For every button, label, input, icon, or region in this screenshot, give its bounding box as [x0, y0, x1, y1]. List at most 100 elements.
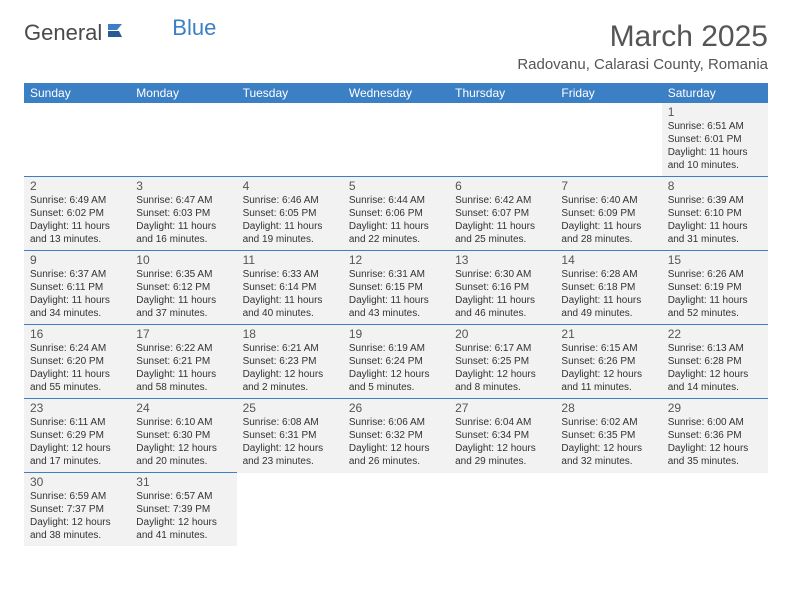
- day-header: Thursday: [449, 83, 555, 103]
- day-number: 3: [136, 179, 230, 193]
- calendar-cell: [130, 103, 236, 177]
- sunset-line: Sunset: 6:28 PM: [668, 355, 762, 368]
- flag-icon: [106, 22, 128, 45]
- sunrise-line: Sunrise: 6:15 AM: [561, 342, 655, 355]
- daylight-minutes-line: and 40 minutes.: [243, 307, 337, 320]
- calendar-cell: 7Sunrise: 6:40 AMSunset: 6:09 PMDaylight…: [555, 177, 661, 251]
- daylight-line: Daylight: 12 hours: [349, 442, 443, 455]
- sunrise-line: Sunrise: 6:51 AM: [668, 120, 762, 133]
- sunset-line: Sunset: 6:31 PM: [243, 429, 337, 442]
- sunset-line: Sunset: 6:18 PM: [561, 281, 655, 294]
- sunrise-line: Sunrise: 6:02 AM: [561, 416, 655, 429]
- logo-text-blue: Blue: [172, 15, 216, 41]
- sunset-line: Sunset: 6:35 PM: [561, 429, 655, 442]
- daylight-line: Daylight: 11 hours: [30, 220, 124, 233]
- daylight-minutes-line: and 17 minutes.: [30, 455, 124, 468]
- sunrise-line: Sunrise: 6:06 AM: [349, 416, 443, 429]
- sunrise-line: Sunrise: 6:30 AM: [455, 268, 549, 281]
- day-number: 16: [30, 327, 124, 341]
- day-number: 13: [455, 253, 549, 267]
- calendar-cell: [237, 103, 343, 177]
- calendar-cell: 3Sunrise: 6:47 AMSunset: 6:03 PMDaylight…: [130, 177, 236, 251]
- daylight-line: Daylight: 11 hours: [561, 294, 655, 307]
- daylight-minutes-line: and 29 minutes.: [455, 455, 549, 468]
- sunset-line: Sunset: 6:02 PM: [30, 207, 124, 220]
- sunrise-line: Sunrise: 6:11 AM: [30, 416, 124, 429]
- sunrise-line: Sunrise: 6:40 AM: [561, 194, 655, 207]
- day-number: 14: [561, 253, 655, 267]
- day-number: 10: [136, 253, 230, 267]
- daylight-minutes-line: and 52 minutes.: [668, 307, 762, 320]
- sunset-line: Sunset: 7:39 PM: [136, 503, 230, 516]
- sunrise-line: Sunrise: 6:35 AM: [136, 268, 230, 281]
- daylight-line: Daylight: 11 hours: [136, 220, 230, 233]
- daylight-minutes-line: and 23 minutes.: [243, 455, 337, 468]
- sunrise-line: Sunrise: 6:22 AM: [136, 342, 230, 355]
- day-number: 23: [30, 401, 124, 415]
- sunrise-line: Sunrise: 6:24 AM: [30, 342, 124, 355]
- calendar-cell: [555, 473, 661, 547]
- daylight-minutes-line: and 35 minutes.: [668, 455, 762, 468]
- sunrise-line: Sunrise: 6:57 AM: [136, 490, 230, 503]
- day-header: Wednesday: [343, 83, 449, 103]
- day-number: 20: [455, 327, 549, 341]
- daylight-line: Daylight: 12 hours: [349, 368, 443, 381]
- calendar-cell: 11Sunrise: 6:33 AMSunset: 6:14 PMDayligh…: [237, 251, 343, 325]
- calendar-cell: 2Sunrise: 6:49 AMSunset: 6:02 PMDaylight…: [24, 177, 130, 251]
- sunset-line: Sunset: 6:32 PM: [349, 429, 443, 442]
- sunrise-line: Sunrise: 6:13 AM: [668, 342, 762, 355]
- sunrise-line: Sunrise: 6:31 AM: [349, 268, 443, 281]
- daylight-line: Daylight: 12 hours: [136, 516, 230, 529]
- day-number: 4: [243, 179, 337, 193]
- day-number: 21: [561, 327, 655, 341]
- daylight-line: Daylight: 11 hours: [668, 294, 762, 307]
- sunset-line: Sunset: 6:05 PM: [243, 207, 337, 220]
- sunrise-line: Sunrise: 6:00 AM: [668, 416, 762, 429]
- calendar-cell: 17Sunrise: 6:22 AMSunset: 6:21 PMDayligh…: [130, 325, 236, 399]
- calendar-cell: 31Sunrise: 6:57 AMSunset: 7:39 PMDayligh…: [130, 473, 236, 547]
- daylight-line: Daylight: 11 hours: [455, 220, 549, 233]
- sunset-line: Sunset: 6:36 PM: [668, 429, 762, 442]
- sunset-line: Sunset: 6:20 PM: [30, 355, 124, 368]
- daylight-line: Daylight: 12 hours: [668, 368, 762, 381]
- page-title: March 2025: [517, 20, 768, 54]
- daylight-minutes-line: and 37 minutes.: [136, 307, 230, 320]
- daylight-line: Daylight: 11 hours: [30, 294, 124, 307]
- day-number: 11: [243, 253, 337, 267]
- day-number: 12: [349, 253, 443, 267]
- sunrise-line: Sunrise: 6:49 AM: [30, 194, 124, 207]
- calendar-cell: [449, 103, 555, 177]
- location-label: Radovanu, Calarasi County, Romania: [517, 56, 768, 73]
- calendar-table: Sunday Monday Tuesday Wednesday Thursday…: [24, 83, 768, 546]
- calendar-cell: 13Sunrise: 6:30 AMSunset: 6:16 PMDayligh…: [449, 251, 555, 325]
- calendar-cell: 26Sunrise: 6:06 AMSunset: 6:32 PMDayligh…: [343, 399, 449, 473]
- daylight-minutes-line: and 5 minutes.: [349, 381, 443, 394]
- daylight-minutes-line: and 16 minutes.: [136, 233, 230, 246]
- daylight-line: Daylight: 12 hours: [561, 442, 655, 455]
- sunset-line: Sunset: 6:15 PM: [349, 281, 443, 294]
- daylight-minutes-line: and 46 minutes.: [455, 307, 549, 320]
- calendar-cell: 19Sunrise: 6:19 AMSunset: 6:24 PMDayligh…: [343, 325, 449, 399]
- day-number: 19: [349, 327, 443, 341]
- sunset-line: Sunset: 6:14 PM: [243, 281, 337, 294]
- sunrise-line: Sunrise: 6:10 AM: [136, 416, 230, 429]
- sunrise-line: Sunrise: 6:19 AM: [349, 342, 443, 355]
- sunset-line: Sunset: 6:19 PM: [668, 281, 762, 294]
- sunrise-line: Sunrise: 6:17 AM: [455, 342, 549, 355]
- sunrise-line: Sunrise: 6:08 AM: [243, 416, 337, 429]
- daylight-minutes-line: and 20 minutes.: [136, 455, 230, 468]
- day-number: 31: [136, 475, 230, 489]
- day-number: 6: [455, 179, 549, 193]
- sunrise-line: Sunrise: 6:44 AM: [349, 194, 443, 207]
- calendar-cell: 1Sunrise: 6:51 AMSunset: 6:01 PMDaylight…: [662, 103, 768, 177]
- calendar-cell: [555, 103, 661, 177]
- daylight-line: Daylight: 11 hours: [561, 220, 655, 233]
- day-header: Sunday: [24, 83, 130, 103]
- calendar-cell: 23Sunrise: 6:11 AMSunset: 6:29 PMDayligh…: [24, 399, 130, 473]
- day-number: 2: [30, 179, 124, 193]
- day-number: 17: [136, 327, 230, 341]
- sunset-line: Sunset: 6:09 PM: [561, 207, 655, 220]
- calendar-cell: [343, 103, 449, 177]
- daylight-minutes-line: and 25 minutes.: [455, 233, 549, 246]
- calendar-cell: 18Sunrise: 6:21 AMSunset: 6:23 PMDayligh…: [237, 325, 343, 399]
